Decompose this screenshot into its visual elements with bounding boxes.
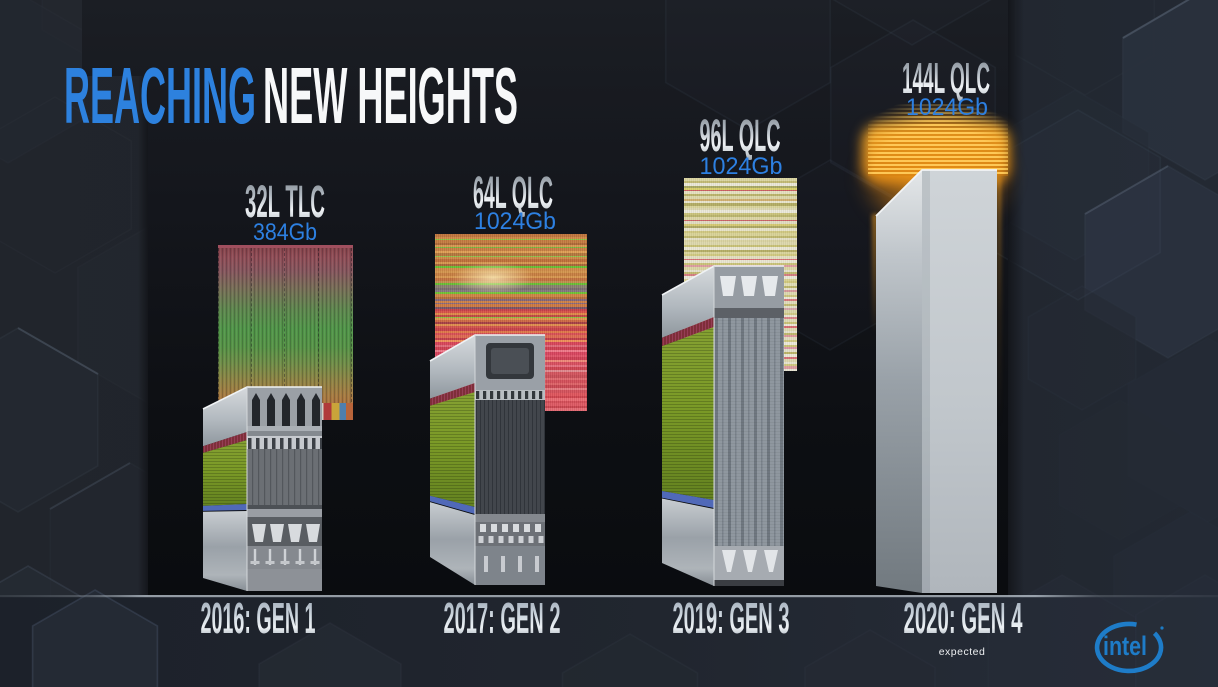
- svg-text:REACHING: REACHING: [64, 51, 256, 140]
- svg-text:2017: GEN 2: 2017: GEN 2: [444, 594, 561, 643]
- svg-text:384Gb: 384Gb: [253, 219, 317, 246]
- svg-text:2020: GEN 4: 2020: GEN 4: [904, 594, 1023, 643]
- svg-text:32L TLC: 32L TLC: [245, 176, 325, 227]
- svg-text:2016: GEN 1: 2016: GEN 1: [201, 594, 316, 643]
- svg-text:64L QLC: 64L QLC: [473, 167, 553, 218]
- svg-text:1024Gb: 1024Gb: [906, 94, 988, 121]
- svg-text:1024Gb: 1024Gb: [700, 153, 783, 180]
- svg-text:NEW HEIGHTS: NEW HEIGHTS: [263, 51, 518, 140]
- svg-text:1024Gb: 1024Gb: [474, 208, 556, 235]
- svg-text:expected: expected: [939, 646, 986, 658]
- svg-text:96L QLC: 96L QLC: [700, 110, 781, 161]
- svg-text:intel: intel: [1103, 631, 1147, 661]
- svg-text:2019: GEN 3: 2019: GEN 3: [673, 594, 790, 643]
- svg-text:144L QLC: 144L QLC: [902, 54, 990, 103]
